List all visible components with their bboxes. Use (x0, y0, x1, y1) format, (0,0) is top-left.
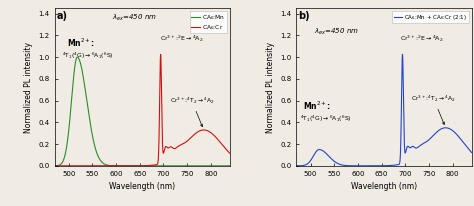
CA$_6$:Cr (52, 165, 57, 167)
Text: $\lambda_{ex}$=450 nm: $\lambda_{ex}$=450 nm (314, 27, 359, 37)
Text: Mn$^{2+}$:: Mn$^{2+}$: (303, 100, 331, 112)
Line: CA$_6$:Mn + CA$_6$:Cr (2:1): CA$_6$:Mn + CA$_6$:Cr (2:1) (296, 54, 472, 166)
CA$_6$:Cr (127, 165, 132, 167)
CA$_6$:Mn (52, 165, 57, 167)
CA$_6$:Mn (74, 56, 80, 58)
CA$_6$:Mn (205, 165, 210, 167)
Text: a): a) (56, 11, 67, 21)
CA$_6$:Cr (119, 165, 125, 167)
Text: $\lambda_{ex}$=450 nm: $\lambda_{ex}$=450 nm (112, 13, 157, 23)
Legend: CA$_6$:Mn, CA$_6$:Cr: CA$_6$:Mn, CA$_6$:Cr (190, 11, 227, 33)
Y-axis label: Normalized PL intensity: Normalized PL intensity (266, 42, 275, 132)
CA$_6$:Mn (119, 165, 125, 167)
Text: Mn$^{2+}$:: Mn$^{2+}$: (67, 37, 94, 49)
CA$_6$:Cr (227, 152, 233, 154)
CA$_6$:Mn + CA$_6$:Cr (2:1) (324, 153, 329, 155)
Text: b): b) (298, 11, 310, 21)
CA$_6$:Mn + CA$_6$:Cr (2:1) (360, 165, 365, 167)
Text: Cr$^{3+}$:$^2$E$\rightarrow$$^4$A$_2$: Cr$^{3+}$:$^2$E$\rightarrow$$^4$A$_2$ (160, 33, 203, 44)
CA$_6$:Mn (224, 165, 229, 167)
Text: Cr$^{3+}$:$^2$E$\rightarrow$$^4$A$_2$: Cr$^{3+}$:$^2$E$\rightarrow$$^4$A$_2$ (400, 33, 444, 44)
CA$_6$:Cr (205, 130, 210, 132)
CA$_6$:Cr (72, 165, 77, 167)
Text: Cr$^{3+}$:$^4$T$_2$$\rightarrow$$^4$A$_2$: Cr$^{3+}$:$^4$T$_2$$\rightarrow$$^4$A$_2… (411, 94, 456, 124)
X-axis label: Wavelength (nm): Wavelength (nm) (109, 182, 175, 191)
Text: $^4$T$_1$($^4$G)$\rightarrow$$^6$A$_1$($^6$S): $^4$T$_1$($^4$G)$\rightarrow$$^6$A$_1$($… (300, 114, 352, 124)
Y-axis label: Normalized PL intensity: Normalized PL intensity (24, 42, 33, 132)
CA$_6$:Mn + CA$_6$:Cr (2:1) (293, 165, 299, 167)
Line: CA$_6$:Cr: CA$_6$:Cr (55, 54, 230, 166)
CA$_6$:Mn (127, 165, 132, 167)
Legend: CA$_6$:Mn + CA$_6$:Cr (2:1): CA$_6$:Mn + CA$_6$:Cr (2:1) (392, 11, 469, 23)
CA$_6$:Mn + CA$_6$:Cr (2:1) (400, 53, 405, 56)
Text: $^4$T$_1$($^4$G)$\rightarrow$$^6$A$_1$($^6$S): $^4$T$_1$($^4$G)$\rightarrow$$^6$A$_1$($… (62, 51, 113, 61)
CA$_6$:Mn + CA$_6$:Cr (2:1) (361, 165, 366, 167)
CA$_6$:Mn + CA$_6$:Cr (2:1) (447, 128, 452, 130)
CA$_6$:Cr (82, 165, 88, 167)
Line: CA$_6$:Mn: CA$_6$:Mn (55, 57, 230, 166)
CA$_6$:Mn (82, 87, 88, 89)
CA$_6$:Cr (224, 148, 229, 151)
CA$_6$:Mn (227, 165, 233, 167)
CA$_6$:Cr (158, 53, 164, 56)
CA$_6$:Mn (72, 68, 77, 70)
X-axis label: Wavelength (nm): Wavelength (nm) (351, 182, 417, 191)
CA$_6$:Mn + CA$_6$:Cr (2:1) (313, 150, 319, 153)
CA$_6$:Mn + CA$_6$:Cr (2:1) (469, 151, 474, 154)
CA$_6$:Mn + CA$_6$:Cr (2:1) (368, 165, 374, 167)
CA$_6$:Mn + CA$_6$:Cr (2:1) (465, 147, 471, 150)
Text: Cr$^{3+}$:$^4$T$_2$$\rightarrow$$^4$A$_2$: Cr$^{3+}$:$^4$T$_2$$\rightarrow$$^4$A$_2… (170, 96, 214, 127)
